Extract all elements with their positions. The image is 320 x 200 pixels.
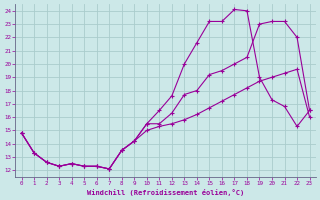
X-axis label: Windchill (Refroidissement éolien,°C): Windchill (Refroidissement éolien,°C) — [87, 189, 244, 196]
